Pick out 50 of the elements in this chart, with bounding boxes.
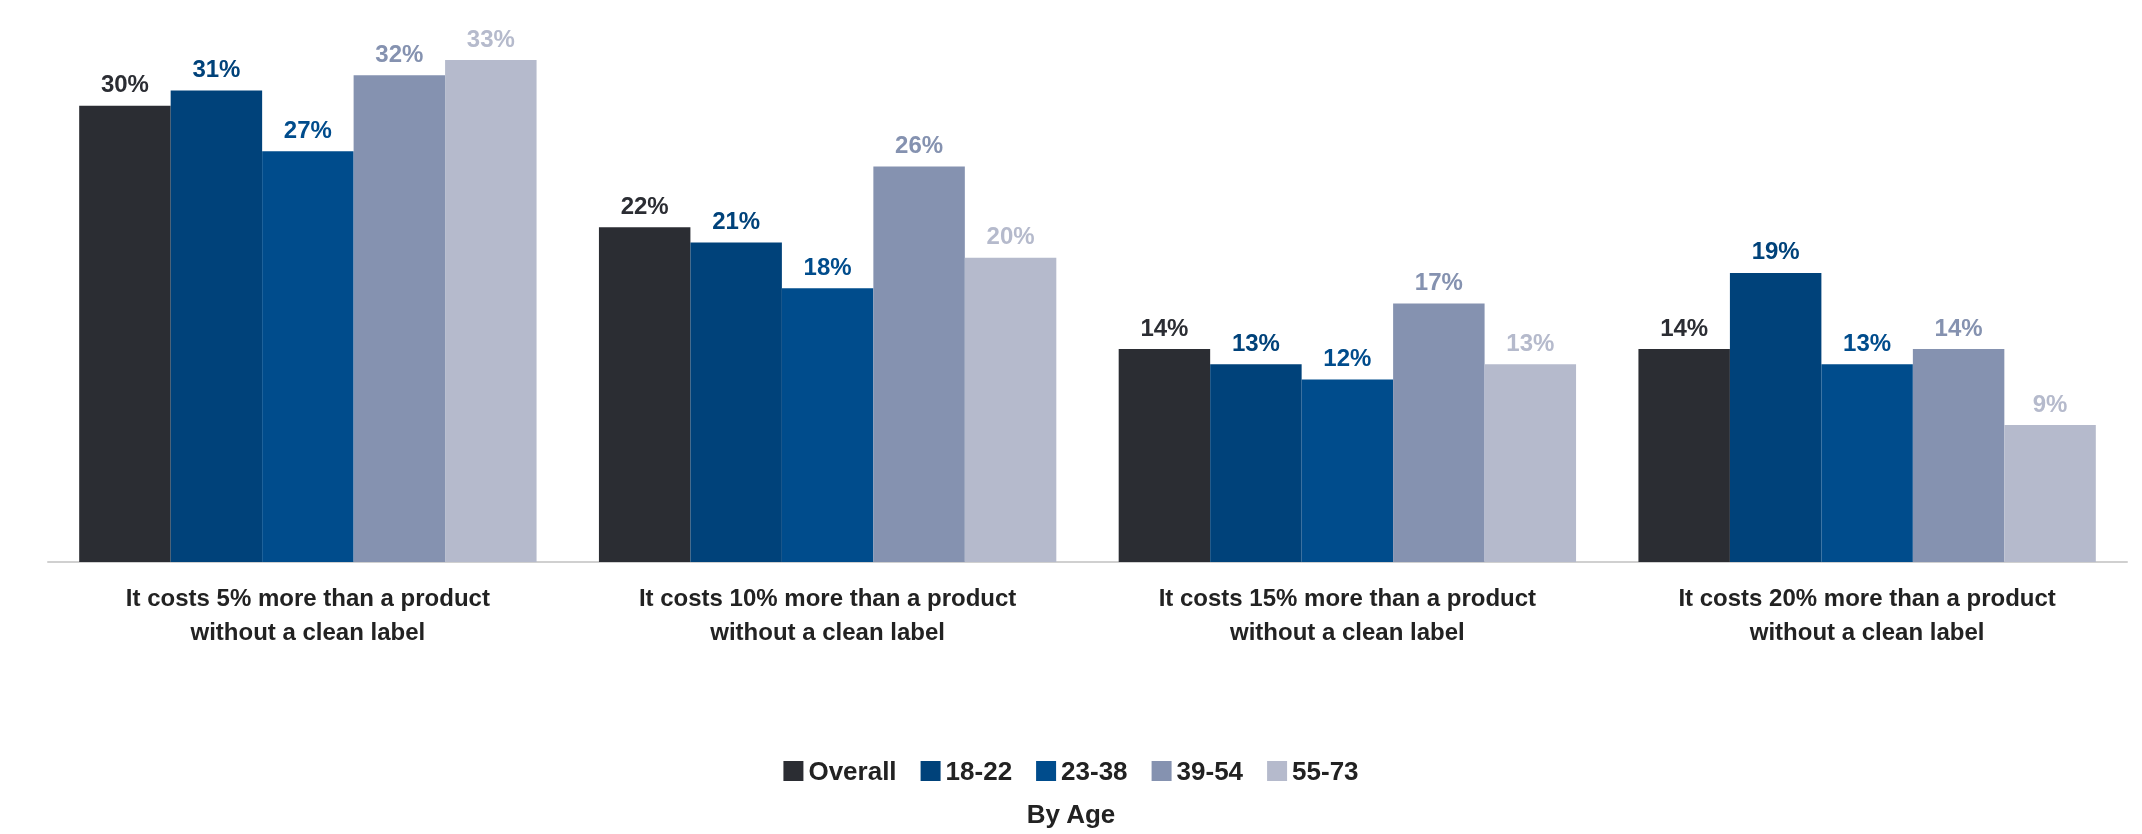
x-tick-label: It costs 15% more than a product without a clean label <box>1158 583 1537 645</box>
data-label: 12% <box>1323 343 1372 371</box>
data-label: 13% <box>1506 328 1555 356</box>
bar <box>445 60 537 562</box>
data-label: 13% <box>1231 328 1280 356</box>
data-label: 26% <box>895 130 944 158</box>
bar <box>1301 379 1394 562</box>
bar <box>1638 349 1730 562</box>
data-label: 21% <box>712 207 761 235</box>
legend-label: Overall <box>808 756 897 786</box>
bar <box>1821 364 1913 562</box>
data-label: 22% <box>620 191 669 219</box>
data-label: 27% <box>283 115 332 143</box>
legend-label: 18-22 <box>945 756 1013 786</box>
data-label: 20% <box>986 222 1035 250</box>
bar <box>1484 364 1577 562</box>
bar <box>1729 272 1822 562</box>
data-label: 33% <box>466 24 515 52</box>
data-label: 14% <box>1660 313 1709 341</box>
data-label: 13% <box>1843 328 1892 356</box>
legend-label: 39-54 <box>1176 756 1244 786</box>
x-tick-label: It costs 10% more than a product without a clean label <box>638 583 1017 645</box>
bar <box>1912 349 2005 562</box>
data-label: 14% <box>1140 313 1189 341</box>
legend-label: 55-73 <box>1292 756 1359 786</box>
data-label: 18% <box>803 252 852 280</box>
data-label: 30% <box>100 70 149 98</box>
bar <box>2004 425 2096 562</box>
bar <box>1393 303 1485 562</box>
data-label: 14% <box>1934 313 1983 341</box>
bar <box>262 151 354 562</box>
bar <box>964 257 1057 562</box>
bar <box>873 166 965 562</box>
x-tick-label: It costs 20% more than a product without a clean label <box>1678 583 2056 645</box>
data-label: 17% <box>1414 267 1463 295</box>
data-label: 9% <box>2032 389 2068 417</box>
bar <box>170 90 263 562</box>
legend-label: 23-38 <box>1061 756 1128 786</box>
data-label: 19% <box>1751 237 1800 265</box>
bar <box>1118 349 1211 562</box>
bar <box>598 227 691 562</box>
data-label: 32% <box>375 39 424 67</box>
data-label: 31% <box>192 54 241 82</box>
bar <box>781 288 874 562</box>
bar <box>79 105 171 562</box>
bar <box>690 242 782 562</box>
x-tick-label: It costs 5% more than a product without a clean label <box>125 583 490 645</box>
bar <box>353 75 446 562</box>
legend-title: By Age <box>1026 799 1116 829</box>
bar <box>1210 364 1302 562</box>
